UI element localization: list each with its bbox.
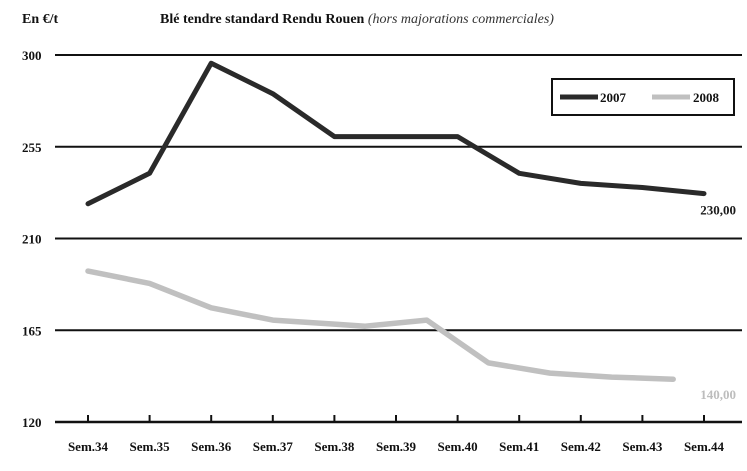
- legend-label-2008: 2008: [693, 90, 720, 105]
- x-tick-label: Sem.36: [191, 439, 232, 454]
- x-tick-label: Sem.44: [684, 439, 725, 454]
- y-tick-label: 210: [22, 232, 42, 247]
- end-label-2007: 230,00: [700, 203, 736, 218]
- y-tick-label: 120: [22, 415, 42, 430]
- y-axis-unit-label: En €/t: [22, 12, 59, 27]
- end-label-2008: 140,00: [700, 387, 736, 402]
- x-tick-label: Sem.34: [68, 439, 109, 454]
- x-tick-label: Sem.37: [253, 439, 294, 454]
- x-tick-label: Sem.39: [376, 439, 417, 454]
- y-tick-label: 165: [22, 323, 42, 338]
- chart-title: Blé tendre standard Rendu Rouen (hors ma…: [160, 12, 554, 28]
- chart-title-subtitle: (hors majorations commerciales): [367, 12, 554, 27]
- x-tick-label: Sem.41: [499, 439, 539, 454]
- x-tick-label: Sem.40: [438, 439, 478, 454]
- series-line-2008: [85, 268, 676, 382]
- x-tick-label: Sem.38: [314, 439, 355, 454]
- x-tick-label: Sem.42: [561, 439, 601, 454]
- y-tick-label: 300: [22, 48, 42, 63]
- x-tick-label: Sem.43: [622, 439, 663, 454]
- y-tick-label: 255: [22, 140, 42, 155]
- legend-label-2007: 2007: [600, 90, 627, 105]
- chart-title-main: Blé tendre standard Rendu Rouen: [160, 12, 365, 27]
- x-tick-label: Sem.35: [130, 439, 171, 454]
